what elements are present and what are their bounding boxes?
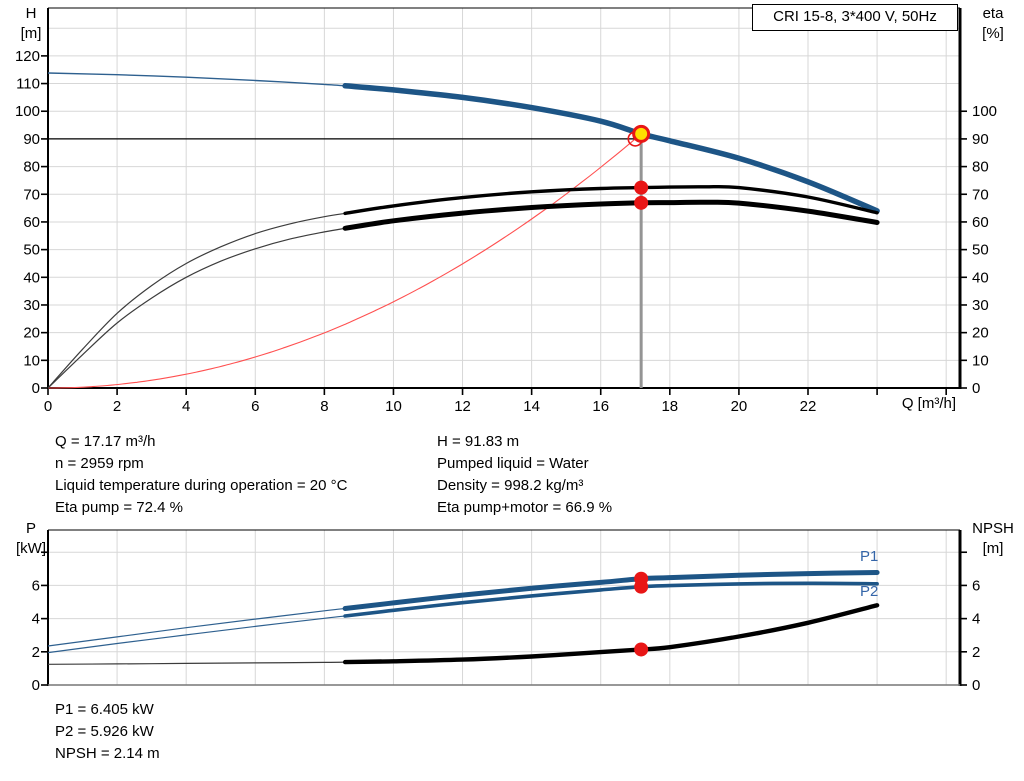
curve-p2-thin	[47, 615, 346, 654]
right-axis-tick-label: 80	[972, 159, 989, 176]
right-axis-title: eta [%]	[966, 4, 1020, 44]
results-block-left: Q = 17.17 m³/h n = 2959 rpm Liquid tempe…	[55, 431, 347, 519]
curve-eta-pump-motor-thin	[47, 227, 346, 389]
curve-p1-thin	[47, 607, 346, 647]
x-axis-tick-label: 14	[523, 398, 540, 415]
right-axis-unit: [%]	[982, 25, 1004, 42]
right-axis-quantity: eta	[982, 5, 1004, 22]
system-curve	[47, 133, 642, 389]
left-axis-tick-label: 30	[23, 297, 40, 314]
hq-eta-chart: 0102030405060708090100110120010203040506…	[15, 7, 997, 415]
left-axis-tick-label: 100	[15, 103, 40, 120]
npsh-axis-quantity: NPSH	[972, 520, 1014, 537]
npsh-axis-tick-label: 4	[972, 611, 980, 628]
right-axis-tick-label: 90	[972, 131, 989, 148]
power-axis-tick-label: 4	[32, 611, 40, 628]
result-npsh: NPSH = 2.14 m	[55, 745, 160, 762]
duty-point-marker[interactable]	[632, 124, 651, 143]
right-axis-tick-label: 20	[972, 325, 989, 342]
npsh-duty-dot	[634, 642, 649, 657]
results-block-right: H = 91.83 m Pumped liquid = Water Densit…	[437, 431, 612, 519]
curve-p1	[342, 570, 880, 611]
curve-npsh-thin	[47, 661, 346, 665]
result-p2: P2 = 5.926 kW	[55, 723, 154, 740]
left-axis-tick-label: 120	[15, 48, 40, 65]
left-axis-title: H [m]	[8, 4, 54, 44]
npsh-axis-unit: [m]	[982, 540, 1004, 557]
power-npsh-chart: 0 2 4 6 0 2 4 6	[32, 529, 980, 694]
left-axis-tick-label: 110	[16, 76, 40, 93]
left-axis-tick-label: 10	[23, 352, 40, 369]
x-axis-title: Q [m³/h]	[901, 395, 956, 412]
p2-curve-label: P2	[860, 583, 879, 600]
left-axis-unit: [m]	[20, 25, 42, 42]
left-axis-tick-label: 50	[23, 242, 40, 259]
curve-p2	[343, 581, 879, 618]
power-axis-tick-label: 2	[32, 644, 40, 661]
eta-duty-dot	[634, 180, 649, 195]
curve-h-pump-curve	[342, 83, 880, 214]
pump-type-label: CRI 15-8, 3*400 V, 50Hz	[752, 4, 958, 31]
right-axis-tick-label: 50	[972, 242, 989, 259]
result-p1: P1 = 6.405 kW	[55, 701, 154, 718]
left-axis-quantity: H	[25, 5, 37, 22]
p1-curve-label: P1	[860, 548, 879, 565]
x-axis-tick-label: 20	[731, 398, 748, 415]
result-speed: n = 2959 rpm	[55, 455, 144, 472]
x-axis-tick-label: 16	[592, 398, 609, 415]
left-axis-tick-label: 90	[23, 131, 40, 148]
x-axis-tick-label: 2	[113, 398, 121, 415]
npsh-axis-title: NPSH [m]	[964, 519, 1022, 559]
power-axis-unit: [kW]	[16, 540, 46, 557]
result-pumped-liquid: Pumped liquid = Water	[437, 455, 589, 472]
right-axis-tick-label: 30	[972, 297, 989, 314]
left-axis-tick-label: 70	[23, 186, 40, 203]
right-axis-tick-label: 40	[972, 269, 989, 286]
npsh-axis-tick-label: 2	[972, 644, 980, 661]
power-axis-quantity: P	[25, 520, 36, 537]
left-axis-tick-label: 40	[23, 269, 40, 286]
right-axis-tick-label: 70	[972, 186, 989, 203]
power-axis-tick-label: 6	[32, 577, 40, 594]
right-axis-tick-label: 0	[972, 380, 980, 397]
left-axis-tick-label: 60	[23, 214, 40, 231]
left-axis-tick-label: 80	[23, 159, 40, 176]
eta-duty-dot	[634, 195, 649, 210]
curve-h-pump-curve-thin	[47, 72, 346, 87]
x-axis-tick-label: 0	[44, 398, 52, 415]
result-eta-pump: Eta pump = 72.4 %	[55, 499, 183, 516]
x-axis-tick-label: 22	[800, 398, 817, 415]
result-density: Density = 998.2 kg/m³	[437, 477, 584, 494]
curve-eta-pump-thin	[47, 212, 346, 389]
result-eta-pump-motor: Eta pump+motor = 66.9 %	[437, 499, 613, 516]
npsh-axis-tick-label: 0	[972, 677, 980, 694]
results-block-bottom: P1 = 6.405 kW P2 = 5.926 kW NPSH = 2.14 …	[55, 699, 160, 765]
result-liquid-temperature: Liquid temperature during operation = 20…	[55, 477, 348, 494]
right-axis-tick-label: 10	[972, 352, 989, 369]
left-axis-tick-label: 0	[32, 380, 40, 397]
x-axis-tick-label: 10	[385, 398, 402, 415]
x-axis-tick-label: 8	[320, 398, 328, 415]
x-axis-tick-label: 18	[661, 398, 678, 415]
x-axis-tick-label: 4	[182, 398, 190, 415]
left-axis-tick-label: 20	[23, 325, 40, 342]
npsh-axis-tick-label: 6	[972, 577, 980, 594]
result-q: Q = 17.17 m³/h	[55, 433, 156, 450]
curve-eta-pump-motor	[342, 199, 880, 231]
power-axis-title: P [kW]	[6, 519, 56, 559]
curve-npsh	[342, 603, 880, 665]
p2-duty-dot	[634, 579, 649, 594]
x-axis-tick-label: 12	[454, 398, 471, 415]
power-axis-tick-label: 0	[32, 677, 40, 694]
result-h: H = 91.83 m	[437, 433, 520, 450]
right-axis-tick-label: 60	[972, 214, 989, 231]
x-axis-tick-label: 6	[251, 398, 259, 415]
right-axis-tick-label: 100	[972, 103, 997, 120]
